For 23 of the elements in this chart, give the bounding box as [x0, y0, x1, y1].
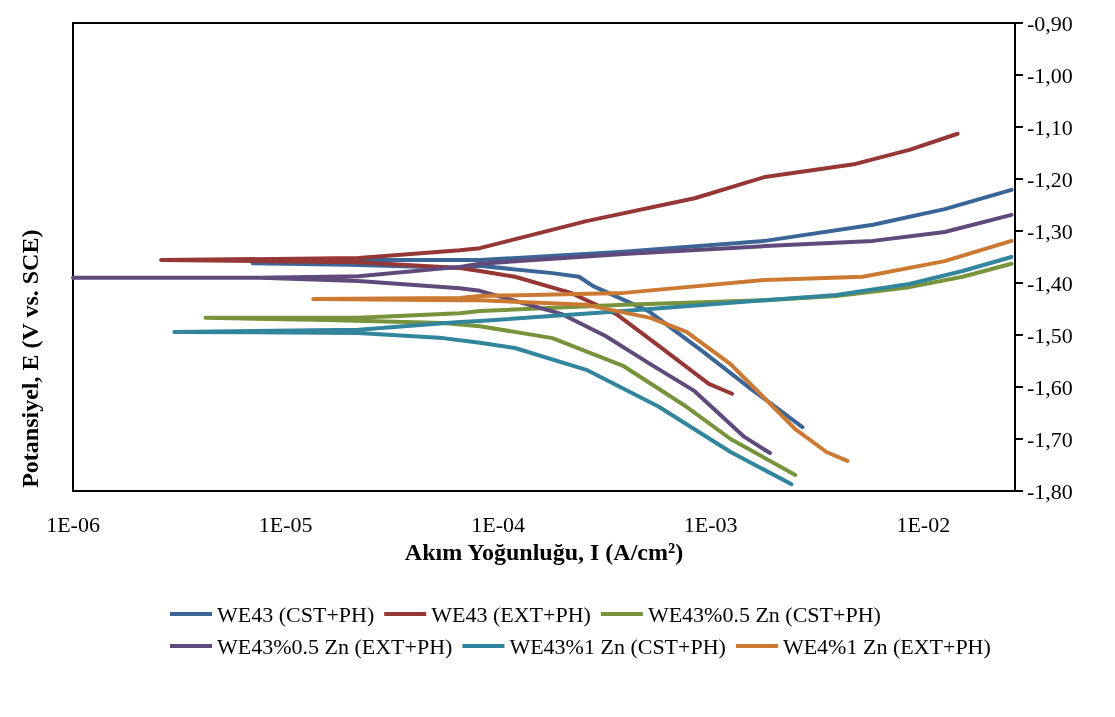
y-tick-label: -1,00: [1027, 62, 1073, 88]
legend-label: WE43 (CST+PH): [217, 601, 375, 627]
y-tick-label: -1,30: [1027, 218, 1073, 244]
legend-label: WE43%0.5 Zn (EXT+PH): [217, 633, 453, 659]
y-tick-label: -0,90: [1027, 10, 1073, 36]
y-axis-title: Potansiyel, E (V vs. SCE): [17, 229, 43, 488]
x-tick-label: 1E-03: [683, 511, 738, 537]
legend-label: WE43 (EXT+PH): [431, 601, 591, 627]
y-tick-label: -1,60: [1027, 374, 1073, 400]
legend-label: WE43%1 Zn (CST+PH): [509, 633, 726, 659]
y-tick-label: -1,80: [1027, 478, 1073, 504]
x-axis-title: Akım Yoğunluğu, I (A/cm²): [404, 538, 684, 565]
x-tick-label: 1E-02: [896, 511, 951, 537]
y-tick-label: -1,50: [1027, 322, 1073, 348]
y-tick-label: -1,40: [1027, 270, 1073, 296]
legend-label: WE4%1 Zn (EXT+PH): [782, 633, 991, 659]
legend-label: WE43%0.5 Zn (CST+PH): [647, 601, 881, 627]
y-tick-label: -1,70: [1027, 426, 1073, 452]
x-tick-label: 1E-06: [46, 511, 100, 537]
y-tick-label: -1,20: [1027, 166, 1073, 192]
x-tick-label: 1E-04: [471, 511, 526, 537]
y-tick-label: -1,10: [1027, 114, 1073, 140]
x-tick-label: 1E-05: [258, 511, 313, 537]
